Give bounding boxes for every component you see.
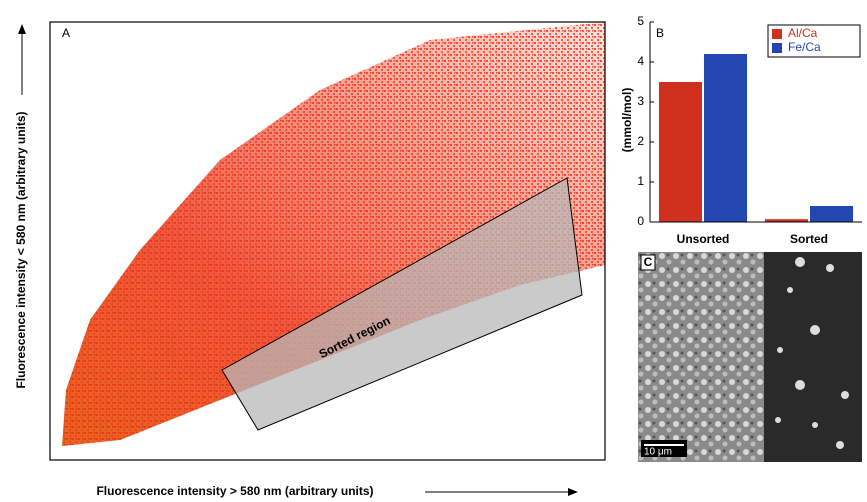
y-tick-label: 4 bbox=[637, 54, 644, 68]
legend-swatch bbox=[772, 29, 782, 39]
bar bbox=[704, 54, 747, 222]
y-axis-label: (mmol/mol) bbox=[620, 88, 634, 153]
bar bbox=[659, 82, 702, 222]
micrograph-unsorted bbox=[638, 252, 764, 462]
panel-c: C 10 μm bbox=[638, 252, 862, 462]
y-tick-label: 0 bbox=[637, 214, 644, 228]
y-tick-label: 2 bbox=[637, 134, 644, 148]
legend-swatch bbox=[772, 43, 782, 53]
y-tick-label: 1 bbox=[637, 174, 644, 188]
micrograph-sorted bbox=[764, 252, 862, 462]
panel-label: B bbox=[656, 26, 664, 40]
panel-label: C bbox=[644, 255, 653, 269]
x-arrowhead bbox=[568, 488, 578, 496]
x-tick-label: Unsorted bbox=[677, 232, 730, 246]
panel-a: Sorted region A Fluorescence intensity <… bbox=[14, 22, 605, 498]
y-axis-label: Fluorescence intensity < 580 nm (arbitra… bbox=[14, 111, 28, 388]
panel-label: A bbox=[62, 26, 70, 40]
y-tick-label: 5 bbox=[637, 14, 644, 28]
x-axis-label: Fluorescence intensity > 580 nm (arbitra… bbox=[96, 484, 373, 498]
scale-bar-label: 10 μm bbox=[644, 447, 672, 458]
legend-label: Fe/Ca bbox=[788, 40, 821, 54]
y-arrowhead bbox=[18, 24, 26, 34]
y-tick-label: 3 bbox=[637, 94, 644, 108]
legend-label: Al/Ca bbox=[788, 26, 818, 40]
figure: Sorted region A Fluorescence intensity <… bbox=[0, 0, 867, 502]
bar bbox=[810, 206, 853, 222]
x-tick-label: Sorted bbox=[790, 232, 828, 246]
